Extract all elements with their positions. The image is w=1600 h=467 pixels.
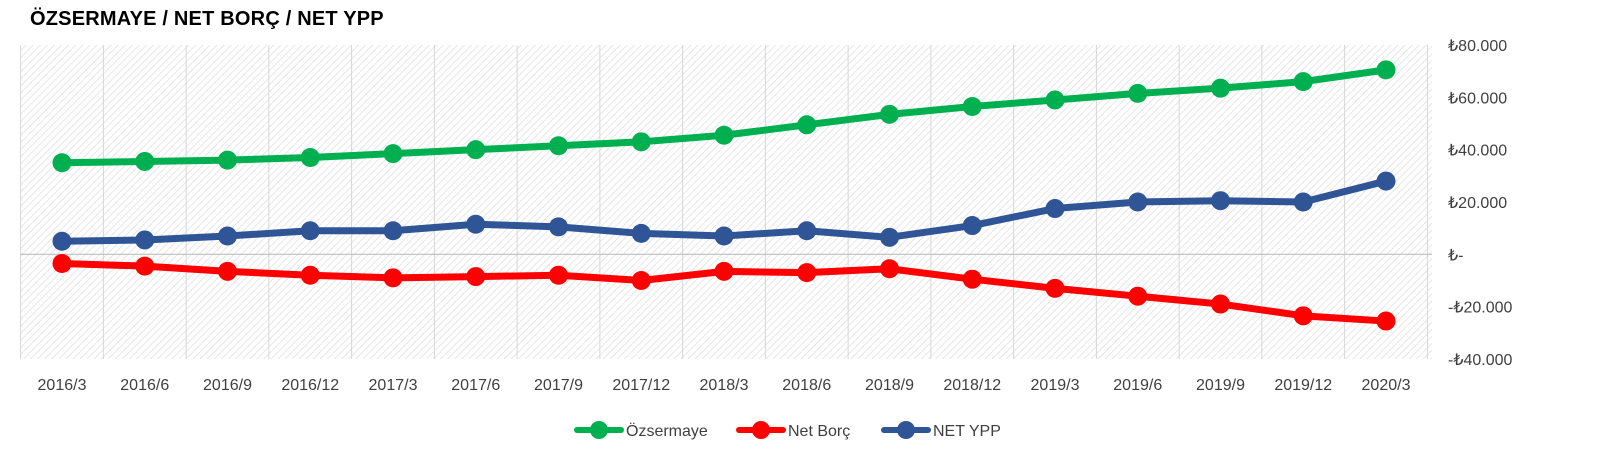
y-tick-label: ₺80.000 — [1448, 38, 1507, 55]
legend-marker-net-ypp — [897, 421, 915, 439]
data-point-net-bor- — [797, 263, 817, 283]
data-point-net-ypp — [631, 223, 651, 243]
data-point--zsermaye — [714, 125, 734, 145]
data-point-net-ypp — [218, 226, 237, 246]
data-point-net-ypp — [1045, 199, 1065, 219]
data-point--zsermaye — [1293, 72, 1313, 92]
data-point--zsermaye — [1128, 83, 1148, 103]
data-point--zsermaye — [631, 132, 651, 152]
legend-label-net-ypp: NET YPP — [933, 423, 1001, 440]
x-tick-label: 2016/3 — [38, 377, 87, 394]
data-point-net-bor- — [962, 269, 982, 289]
data-point-net-ypp — [714, 226, 734, 246]
data-point-net-ypp — [383, 221, 403, 241]
x-tick-label: 2017/9 — [534, 377, 583, 394]
legend-label-net-bor-: Net Borç — [788, 423, 850, 440]
data-point--zsermaye — [1376, 60, 1396, 80]
y-tick-label: ₺- — [1448, 247, 1464, 264]
legend-label--zsermaye: Özsermaye — [626, 422, 708, 440]
data-point-net-bor- — [1293, 306, 1313, 326]
data-point-net-ypp — [135, 230, 155, 250]
data-point-net-bor- — [1211, 294, 1230, 314]
data-point--zsermaye — [300, 148, 320, 168]
chart-title: ÖZSERMAYE / NET BORÇ / NET YPP — [30, 8, 384, 30]
data-point-net-ypp — [797, 221, 817, 241]
data-point-net-bor- — [549, 265, 568, 285]
x-tick-label: 2018/12 — [943, 377, 1001, 394]
data-point-net-bor- — [383, 268, 403, 288]
x-tick-label: 2018/9 — [865, 377, 914, 394]
data-point-net-ypp — [549, 217, 568, 237]
data-point--zsermaye — [797, 115, 817, 135]
data-point--zsermaye — [1045, 90, 1065, 110]
data-point--zsermaye — [52, 153, 72, 173]
x-tick-label: 2016/12 — [281, 377, 339, 394]
y-tick-label: ₺60.000 — [1448, 90, 1507, 107]
x-tick-label: 2017/6 — [451, 377, 500, 394]
x-tick-label: 2016/9 — [203, 377, 252, 394]
data-point-net-ypp — [1293, 192, 1313, 212]
data-point-net-ypp — [466, 214, 486, 234]
data-point-net-bor- — [52, 253, 72, 273]
x-tick-label: 2019/9 — [1196, 377, 1245, 394]
data-point-net-bor- — [135, 256, 155, 276]
data-point-net-bor- — [1376, 311, 1396, 331]
data-point-net-ypp — [1211, 191, 1230, 211]
data-point--zsermaye — [135, 151, 155, 171]
data-point--zsermaye — [962, 96, 982, 116]
x-tick-label: 2017/12 — [612, 377, 670, 394]
data-point-net-bor- — [1045, 278, 1065, 298]
y-tick-label: ₺20.000 — [1448, 195, 1507, 212]
x-tick-label: 2019/6 — [1113, 377, 1162, 394]
data-point-net-ypp — [1128, 192, 1148, 212]
y-tick-label: ₺40.000 — [1448, 143, 1507, 160]
data-point--zsermaye — [1211, 78, 1230, 98]
x-tick-label: 2018/3 — [700, 377, 749, 394]
data-point-net-ypp — [880, 227, 899, 247]
data-point-net-ypp — [1376, 171, 1396, 191]
data-point-net-bor- — [631, 271, 651, 290]
x-tick-label: 2020/3 — [1362, 377, 1411, 394]
data-point--zsermaye — [383, 144, 403, 164]
x-tick-label: 2019/3 — [1031, 377, 1080, 394]
y-tick-label: -₺20.000 — [1448, 300, 1513, 317]
legend-marker-net-bor- — [752, 421, 770, 439]
data-point-net-ypp — [300, 221, 320, 241]
data-point-net-bor- — [300, 265, 320, 285]
x-tick-label: 2017/3 — [369, 377, 418, 394]
data-point--zsermaye — [466, 140, 486, 160]
data-point-net-bor- — [466, 267, 486, 287]
x-tick-label: 2016/6 — [120, 377, 169, 394]
data-point-net-ypp — [52, 231, 72, 251]
data-point-net-bor- — [218, 261, 237, 281]
data-point-net-bor- — [880, 259, 899, 279]
y-tick-label: -₺40.000 — [1448, 352, 1513, 369]
data-point--zsermaye — [880, 104, 899, 124]
data-point-net-bor- — [714, 261, 734, 281]
x-tick-label: 2018/6 — [782, 377, 831, 394]
data-point--zsermaye — [549, 136, 568, 156]
data-point--zsermaye — [218, 150, 237, 170]
data-point-net-bor- — [1128, 286, 1148, 306]
x-tick-label: 2019/12 — [1274, 377, 1332, 394]
legend-marker--zsermaye — [590, 421, 608, 439]
data-point-net-ypp — [962, 216, 982, 236]
